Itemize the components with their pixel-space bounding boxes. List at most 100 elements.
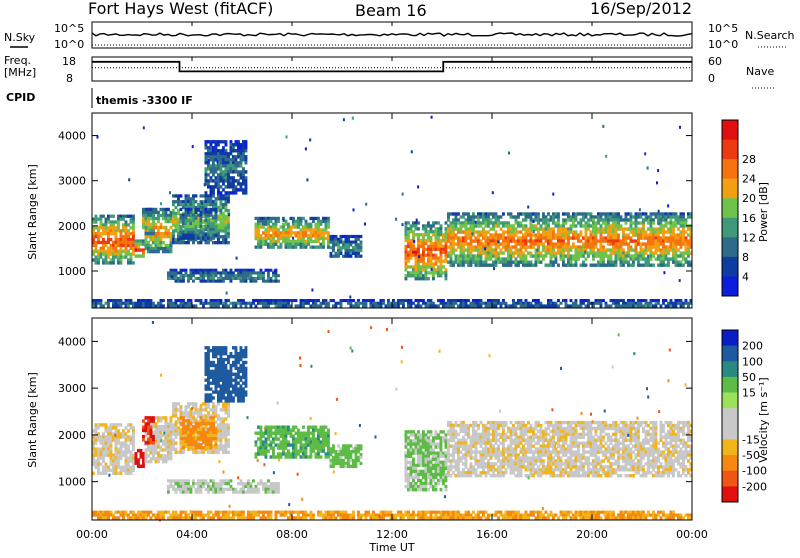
echo-cell xyxy=(167,485,170,488)
echo-cell xyxy=(677,215,680,218)
echo-cell xyxy=(172,203,175,206)
echo-cell xyxy=(600,224,603,227)
echo-cell xyxy=(177,451,180,454)
echo-cell xyxy=(592,257,595,260)
echo-cell xyxy=(285,237,288,240)
echo-cell xyxy=(652,230,655,233)
echo-cell xyxy=(582,254,585,257)
echo-cell xyxy=(472,221,475,224)
echo-cell xyxy=(207,152,210,155)
echo-cell xyxy=(175,442,178,445)
echo-cell xyxy=(172,432,175,435)
echo-cell xyxy=(505,248,508,251)
echo-cell xyxy=(437,239,440,242)
echo-cell xyxy=(217,302,220,305)
echo-cell xyxy=(205,416,208,419)
echo-cell xyxy=(97,253,100,256)
echo-cell xyxy=(202,219,205,222)
echo-cell xyxy=(207,214,210,217)
echo-cell xyxy=(400,299,403,302)
echo-cell xyxy=(572,233,575,236)
echo-cell xyxy=(417,274,420,277)
echo-cell xyxy=(557,224,560,227)
echo-cell xyxy=(225,241,228,244)
echo-cell xyxy=(535,254,538,257)
echo-cell xyxy=(215,197,218,200)
echo-cell xyxy=(217,209,220,212)
echo-cell xyxy=(162,208,165,211)
echo-speck xyxy=(508,152,510,155)
echo-cell xyxy=(415,221,418,224)
echo-cell xyxy=(120,423,123,426)
echo-cell xyxy=(575,236,578,239)
echo-cell xyxy=(405,245,408,248)
echo-cell xyxy=(107,235,110,238)
echo-cell xyxy=(215,485,218,488)
echo-cell xyxy=(437,248,440,251)
echo-cell xyxy=(180,231,183,234)
echo-cell xyxy=(220,173,223,176)
echo-cell xyxy=(97,457,100,460)
echo-cell xyxy=(270,488,273,491)
echo-cell xyxy=(135,452,138,456)
echo-cell xyxy=(437,233,440,236)
echo-cell xyxy=(115,256,118,259)
echo-cell xyxy=(255,280,258,283)
echo-cell xyxy=(222,152,225,155)
echo-cell xyxy=(570,299,573,302)
echo-cell xyxy=(205,152,208,155)
echo-cell xyxy=(437,304,440,307)
echo-cell xyxy=(427,224,430,227)
echo-cell xyxy=(227,232,230,235)
echo-cell xyxy=(210,299,213,302)
echo-cell xyxy=(217,491,220,494)
echo-cell xyxy=(327,225,330,228)
echo-cell xyxy=(200,234,203,237)
echo-cell xyxy=(355,241,358,244)
echo-cell xyxy=(187,419,190,422)
echo-cell xyxy=(240,152,243,155)
echo-cell xyxy=(125,454,128,457)
echo-cell xyxy=(550,227,553,230)
echo-cell xyxy=(105,423,108,426)
echo-cell xyxy=(675,248,678,251)
echo-cell xyxy=(622,254,625,257)
echo-cell xyxy=(637,236,640,239)
echo-cell xyxy=(107,250,110,253)
echo-cell xyxy=(147,299,150,302)
echo-cell xyxy=(140,242,143,245)
echo-cell xyxy=(605,239,608,242)
echo-cell xyxy=(617,236,620,239)
echo-cell xyxy=(507,230,510,233)
echo-cell xyxy=(285,223,288,226)
echo-cell xyxy=(505,302,508,305)
echo-cell xyxy=(167,304,170,307)
echo-cell xyxy=(437,236,440,239)
echo-cell xyxy=(675,302,678,305)
echo-cell xyxy=(312,231,315,234)
echo-cell xyxy=(352,235,355,238)
echo-cell xyxy=(462,304,465,307)
echo-cell xyxy=(202,422,205,425)
echo-cell xyxy=(220,155,223,158)
noise-right-tick-top: 10^5 xyxy=(708,22,738,35)
echo-cell xyxy=(627,304,630,307)
echo-cell xyxy=(120,469,123,472)
echo-cell xyxy=(185,408,188,411)
echo-cell xyxy=(407,274,410,277)
echo-cell xyxy=(507,239,510,242)
echo-cell xyxy=(420,242,423,245)
echo-cell xyxy=(207,482,210,485)
echo-cell xyxy=(152,302,155,305)
echo-cell xyxy=(227,173,230,176)
echo-cell xyxy=(445,277,448,280)
echo-cell xyxy=(207,280,210,283)
echo-cell xyxy=(122,229,125,232)
echo-cell xyxy=(160,208,163,211)
echo-cell xyxy=(185,437,188,440)
echo-cell xyxy=(580,299,583,302)
echo-cell xyxy=(202,302,205,305)
echo-cell xyxy=(665,245,668,248)
echo-cell xyxy=(405,257,408,260)
